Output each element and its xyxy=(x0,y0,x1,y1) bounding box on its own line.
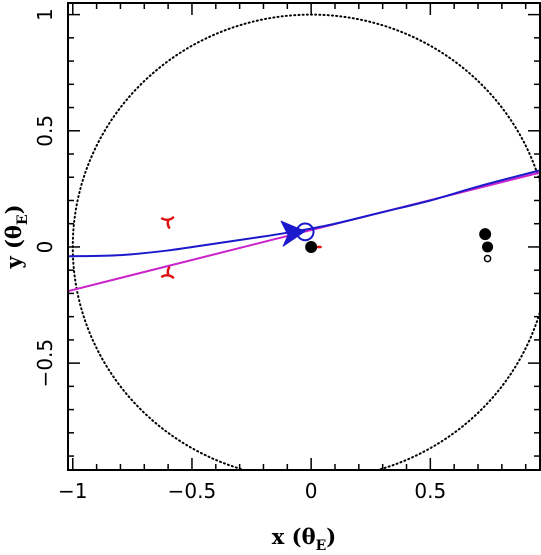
caustic-1 xyxy=(160,216,175,229)
y-axis-title: y (θE) xyxy=(1,204,31,269)
y-tick-label: 1 xyxy=(33,8,57,21)
tick-labels: −1 −0.5 0 0.5 −0.5 0 0.5 1 xyxy=(33,8,446,503)
lens-mass-1 xyxy=(305,240,318,253)
lens-mass-4 xyxy=(483,254,492,263)
axis-ticks xyxy=(68,3,540,470)
plot-marks xyxy=(160,216,494,279)
x-tick-label: 0 xyxy=(305,479,318,503)
caustic-2 xyxy=(160,266,175,279)
lens-mass-3 xyxy=(482,241,494,253)
x-tick-label: −1 xyxy=(58,479,87,503)
y-tick-label: −0.5 xyxy=(33,339,57,388)
x-tick-label: 0.5 xyxy=(414,479,446,503)
direction-arrow xyxy=(280,220,306,247)
x-axis-title: x (θE) xyxy=(272,524,336,554)
curved-trajectory-line xyxy=(68,169,540,258)
lens-mass-2 xyxy=(479,228,492,241)
x-tick-label: −0.5 xyxy=(168,479,217,503)
y-tick-label: 0 xyxy=(33,241,57,254)
y-tick-label: 0.5 xyxy=(33,115,57,147)
plot-curves xyxy=(68,13,540,470)
plot-frame xyxy=(67,2,541,471)
